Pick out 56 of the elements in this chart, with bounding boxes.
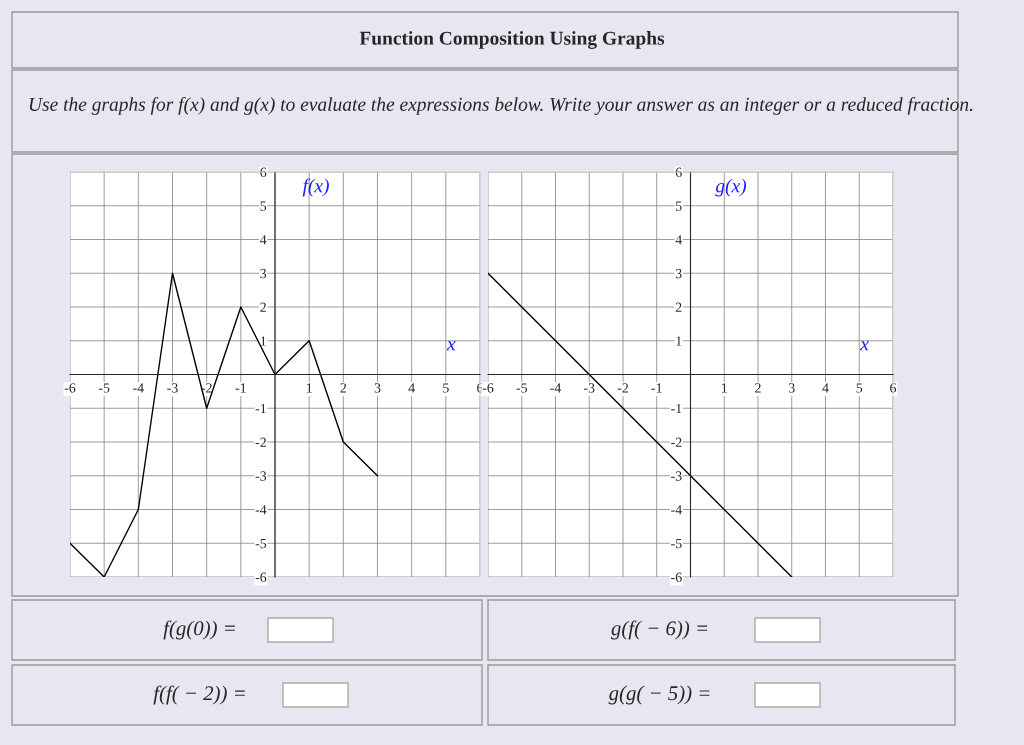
x-tick-label: -6 xyxy=(482,383,494,393)
x-tick-label: 5 xyxy=(443,383,449,393)
x-tick-label: 3 xyxy=(788,383,795,393)
x-tick-label: -4 xyxy=(133,383,144,393)
text: f(f( − 2)) = xyxy=(153,685,245,705)
x-tick-label: 1 xyxy=(722,383,727,393)
x-tick-label: -1 xyxy=(651,383,662,393)
x-tick-label: 2 xyxy=(340,383,347,393)
y-tick-label: -6 xyxy=(255,572,267,582)
y-tick-label: 1 xyxy=(676,336,682,346)
x-tick-label: -2 xyxy=(617,383,629,393)
y-tick-label: -2 xyxy=(671,437,682,447)
y-tick-label: -3 xyxy=(255,471,267,481)
x-tick-label: 5 xyxy=(856,383,863,393)
y-tick-label: 3 xyxy=(675,268,682,279)
chart-title: Function Composition Using Graphs xyxy=(359,31,665,49)
x-tick-label: 2 xyxy=(755,383,761,393)
x-tick-label: -5 xyxy=(516,383,527,393)
y-tick-label: -5 xyxy=(671,538,682,549)
y-tick-label: 4 xyxy=(259,235,267,245)
y-tick-label: -4 xyxy=(255,505,267,515)
x-tick-label: -3 xyxy=(167,383,178,393)
y-tick-label: -6 xyxy=(671,572,682,582)
x-tick-label: -1 xyxy=(235,383,246,393)
y-tick-label: 2 xyxy=(260,302,266,312)
text: g(g( − 5)) = xyxy=(608,685,710,705)
y-tick-label: 5 xyxy=(260,201,267,211)
y-tick-label: 6 xyxy=(260,167,267,177)
x-tick-label: 3 xyxy=(374,383,381,393)
x-tick-label: -4 xyxy=(550,383,562,393)
y-tick-label: -4 xyxy=(671,505,682,515)
x-tick-label: -3 xyxy=(583,383,595,393)
x-tick-label: 6 xyxy=(890,383,897,393)
y-tick-label: -3 xyxy=(671,471,682,481)
chart-subtitle: Use the graphs for f(x) and g(x) to evaluate the expressions below. Write your answer as an integer or a reduced fraction. xyxy=(29,97,973,115)
y-tick-label: -2 xyxy=(255,437,266,447)
x-tick-label: 4 xyxy=(822,383,829,393)
y-tick-label: 4 xyxy=(675,235,682,245)
y-axis-title: f(x) xyxy=(302,178,329,197)
y-tick-label: 6 xyxy=(675,167,682,177)
x-axis-title: x xyxy=(446,341,456,351)
y-tick-label: -1 xyxy=(671,403,682,414)
y-tick-label: 2 xyxy=(675,302,682,312)
text: f(g(0)) = xyxy=(163,620,235,640)
x-tick-label: 1 xyxy=(306,383,312,393)
x-tick-label: -6 xyxy=(64,383,76,393)
x-tick-label: 4 xyxy=(408,383,415,393)
y-axis-title: g(x) xyxy=(715,178,747,197)
y-tick-label: -1 xyxy=(255,403,266,414)
y-tick-label: -5 xyxy=(255,538,267,549)
x-axis-title: x xyxy=(860,341,869,351)
x-tick-label: -5 xyxy=(98,383,110,393)
y-tick-label: 5 xyxy=(676,201,682,211)
y-tick-label: 3 xyxy=(260,268,267,279)
y-tick-label: 1 xyxy=(260,336,266,346)
text: g(f( − 6)) = xyxy=(610,620,708,640)
